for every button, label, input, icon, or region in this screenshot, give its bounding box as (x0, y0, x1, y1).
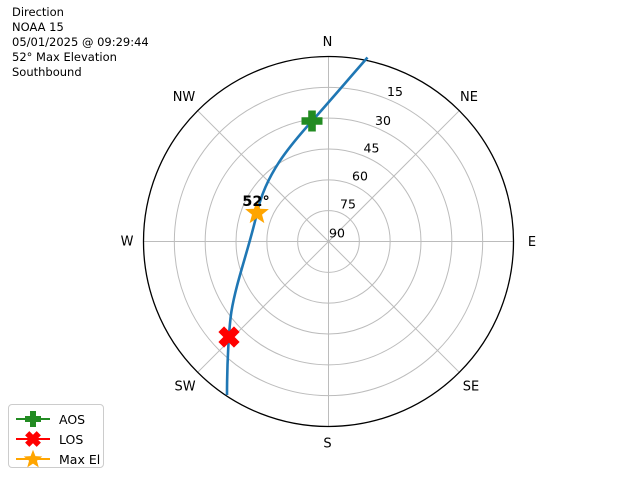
compass-label-s: S (323, 437, 331, 452)
elevation-tick-90: 90 (329, 226, 345, 241)
satellite-track (225, 56, 369, 396)
plot-header: Direction NOAA 15 05/01/2025 @ 09:29:44 … (12, 5, 149, 80)
legend-item-aos: AOS (14, 409, 103, 429)
elevation-tick-75: 75 (340, 197, 356, 212)
pass-direction: Southbound (12, 65, 82, 79)
elevation-tick-15: 15 (387, 84, 403, 99)
legend-box: AOS LOS Max El (8, 404, 104, 468)
los-x-icon (218, 326, 240, 348)
legend-item-los: LOS (14, 429, 103, 449)
elevation-tick-45: 45 (364, 141, 380, 156)
max-elevation-annotation: 52° (242, 194, 269, 210)
compass-label-w: W (121, 235, 134, 250)
satellite-name: NOAA 15 (12, 20, 64, 34)
max-elevation-text: 52° Max Elevation (12, 50, 117, 64)
compass-label-ne: NE (460, 90, 478, 105)
aos-marker (301, 110, 323, 132)
compass-labels: N NE E SE S SW W NW (121, 35, 537, 452)
los-marker (218, 326, 240, 348)
max-el-legend-icon (16, 450, 50, 468)
compass-label-e: E (528, 235, 536, 250)
legend-label-max-el: Max El (59, 451, 101, 467)
elevation-tick-30: 30 (375, 113, 391, 128)
compass-label-n: N (323, 35, 333, 50)
compass-label-se: SE (463, 380, 479, 395)
pass-timestamp: 05/01/2025 @ 09:29:44 (12, 35, 149, 49)
plot-title: Direction (12, 5, 64, 19)
legend-label-los: LOS (59, 431, 84, 447)
elevation-tick-labels: 15 30 45 60 75 90 (329, 84, 403, 241)
aos-legend-icon (16, 411, 50, 427)
horizon-circle (142, 55, 515, 428)
legend-item-max-el: Max El (14, 449, 103, 469)
max-el-star-icon (245, 200, 269, 224)
legend-label-aos: AOS (59, 411, 86, 427)
azimuth-spokes (143, 56, 514, 427)
compass-label-sw: SW (174, 380, 195, 395)
max-el-marker (245, 200, 269, 224)
aos-plus-icon (301, 110, 323, 132)
los-legend-icon (16, 431, 50, 447)
elevation-tick-60: 60 (352, 169, 368, 184)
compass-label-nw: NW (173, 90, 196, 105)
